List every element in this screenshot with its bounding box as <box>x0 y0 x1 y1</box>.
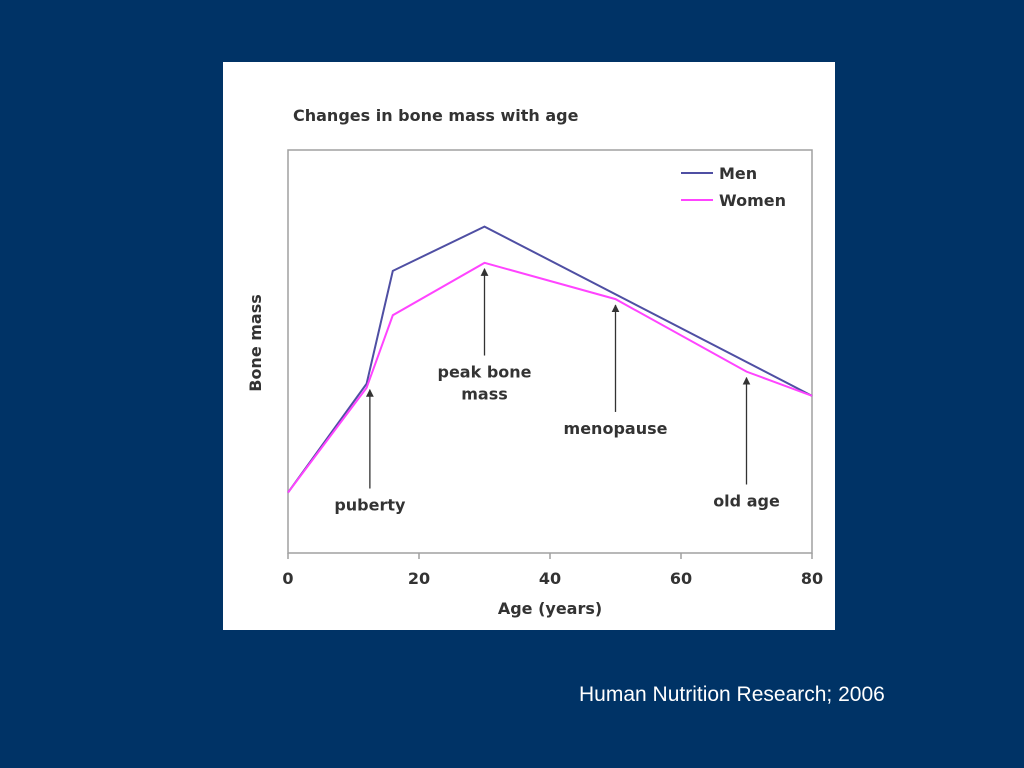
annotation-label: peak bone <box>438 363 532 382</box>
series-line-women <box>287 261 813 494</box>
x-tick-label: 40 <box>539 569 561 588</box>
chart-panel: Changes in bone mass with age 0 20 40 60 80 A… <box>223 62 835 630</box>
annotation-label: menopause <box>564 419 668 438</box>
citation-text: Human Nutrition Research; 2006 <box>579 683 885 706</box>
legend-label-women: Women <box>719 191 786 210</box>
legend-label-men: Men <box>719 164 757 183</box>
x-tick-label: 60 <box>670 569 692 588</box>
annotation-label: puberty <box>334 496 406 515</box>
annotation-label: old age <box>713 491 780 510</box>
annotation-label: mass <box>461 385 508 404</box>
x-axis-label: Age (years) <box>498 599 602 618</box>
x-tick-label: 0 <box>282 569 293 588</box>
bone-mass-chart: 0 20 40 60 80 Age (years) Bone mass puberty peak… <box>246 149 823 618</box>
chart-title: Changes in bone mass with age <box>293 106 579 125</box>
x-tick-label: 20 <box>408 569 430 588</box>
series-line-men <box>287 225 813 494</box>
x-tick-label: 80 <box>801 569 823 588</box>
y-axis-label: Bone mass <box>246 294 265 392</box>
